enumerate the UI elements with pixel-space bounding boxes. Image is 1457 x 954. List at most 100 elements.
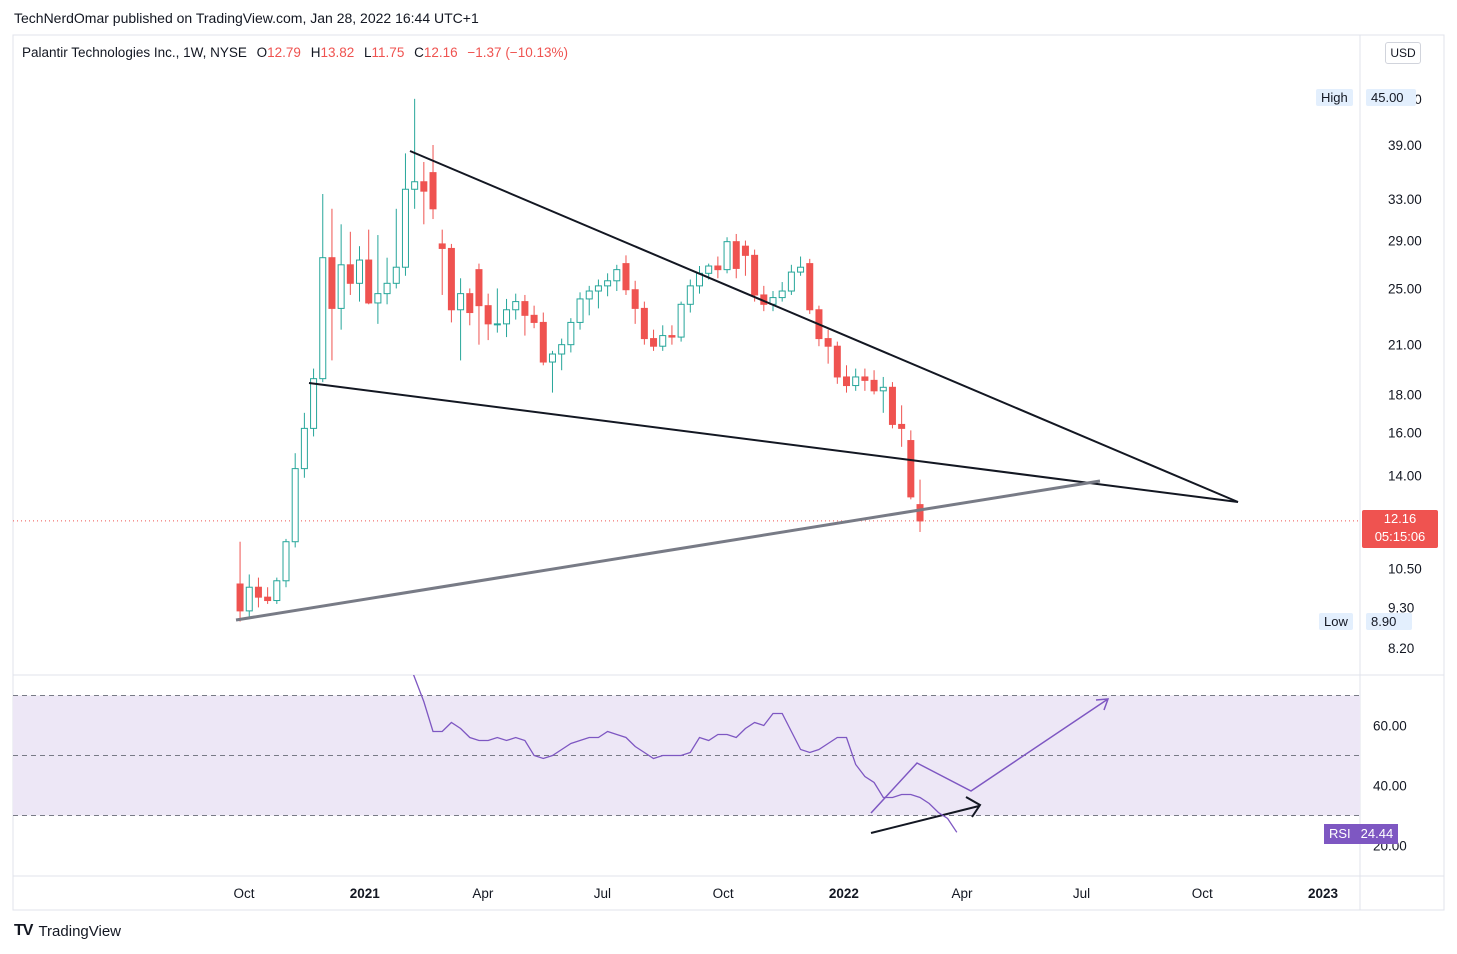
candle-body	[548, 353, 556, 363]
candle	[852, 368, 860, 391]
rsi-line	[412, 675, 958, 833]
candle	[769, 291, 777, 312]
candle	[576, 292, 584, 330]
candle-body	[558, 344, 566, 355]
lower-trendline	[308, 382, 1239, 503]
candle	[888, 382, 896, 429]
candle-body	[677, 303, 685, 338]
rsi-tick-label: 60.00	[1373, 719, 1407, 734]
candle-body	[723, 241, 731, 271]
candle	[751, 249, 759, 302]
candle	[824, 329, 832, 364]
candle-body	[806, 263, 814, 311]
price-axis[interactable]: 5245.0039.0033.0029.0025.0021.0018.0016.…	[1388, 45, 1422, 656]
candle	[530, 305, 538, 329]
candle-body	[861, 376, 869, 381]
candle-body	[264, 596, 272, 602]
candle	[493, 288, 501, 333]
candle-body	[337, 264, 345, 309]
candle	[319, 194, 327, 383]
candle-body	[300, 427, 308, 470]
low-value: 11.75	[371, 45, 405, 60]
support-trendline	[235, 479, 1101, 622]
candle-body	[870, 379, 878, 392]
candle	[797, 256, 805, 276]
rsi-series	[412, 675, 958, 833]
upper-trendline	[409, 150, 1239, 503]
candle	[879, 376, 887, 413]
candle	[401, 153, 409, 276]
candle	[521, 294, 529, 336]
candle-body	[521, 301, 529, 316]
candle-body	[705, 265, 713, 274]
candle-body	[907, 440, 915, 498]
candle	[236, 541, 244, 622]
open-value: 12.79	[267, 45, 301, 60]
candle	[346, 231, 354, 295]
candle-body	[245, 586, 253, 612]
candle	[503, 298, 511, 338]
candle-body	[567, 321, 575, 346]
candle-body	[438, 243, 446, 249]
candle	[328, 208, 336, 361]
candle-body	[254, 586, 262, 598]
candle	[585, 285, 593, 316]
high-value: 13.82	[320, 45, 355, 60]
time-tick-label: Oct	[1192, 886, 1213, 901]
tradingview-brand[interactable]: TV TradingView	[14, 922, 121, 940]
candle	[677, 301, 685, 342]
candle-body	[594, 285, 602, 292]
candle	[273, 577, 281, 604]
candle-body	[576, 298, 584, 323]
last-price-value: 12.16	[1383, 511, 1417, 526]
time-tick-label: Jul	[1073, 886, 1090, 901]
rsi-band	[13, 695, 1360, 816]
trendline-drawings[interactable]	[235, 150, 1239, 834]
candle	[870, 370, 878, 395]
currency-button[interactable]: USD	[1385, 42, 1421, 64]
candle	[806, 258, 814, 314]
candle-body	[659, 335, 667, 347]
candle	[429, 145, 437, 220]
time-tick-label: Apr	[952, 886, 974, 901]
candle	[594, 279, 602, 309]
candle	[760, 285, 768, 312]
candle-body	[392, 266, 400, 284]
candle-body	[668, 335, 676, 338]
time-tick-label: 2023	[1308, 886, 1339, 901]
candle	[668, 325, 676, 345]
candle-body	[273, 580, 281, 602]
candle	[291, 453, 299, 548]
candle	[392, 208, 400, 289]
rsi-tick-label: 40.00	[1373, 779, 1407, 794]
time-tick-label: Oct	[233, 886, 254, 901]
symbol-legend: Palantir Technologies Inc., 1W, NYSE O12…	[22, 45, 568, 60]
candle	[604, 273, 612, 297]
candle	[539, 312, 547, 366]
close-value: 12.16	[423, 45, 458, 60]
candle	[420, 161, 428, 225]
rsi-value-badge: RSI 24.44	[1324, 824, 1399, 844]
candle-body	[319, 257, 327, 380]
candle-body	[383, 282, 391, 295]
price-tick-label: 25.00	[1388, 281, 1422, 296]
candle	[695, 266, 703, 294]
price-tick-label: 39.00	[1388, 138, 1422, 153]
candle	[732, 233, 740, 279]
brand-name: TradingView	[38, 922, 121, 940]
chart-border	[12, 34, 1445, 911]
low-marker-value: 8.90	[1366, 613, 1412, 630]
candle-body	[833, 345, 841, 378]
time-tick-label: Oct	[713, 886, 734, 901]
candle	[264, 587, 272, 604]
candle-body	[447, 247, 455, 311]
time-tick-label: 2021	[350, 886, 381, 901]
candle-body	[631, 289, 639, 309]
time-axis[interactable]: Oct 2021 Apr Jul Oct 2022 Apr Jul Oct 2023	[233, 886, 1338, 901]
candle-body	[401, 188, 409, 268]
candle	[898, 405, 906, 447]
candle	[310, 368, 318, 437]
candle-body	[650, 338, 658, 347]
